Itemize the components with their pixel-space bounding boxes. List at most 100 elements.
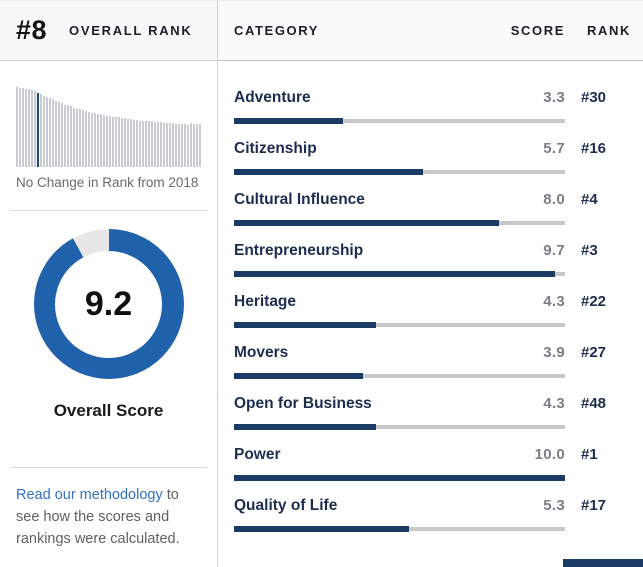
score-bar-track — [234, 118, 565, 124]
sparkline-bar — [187, 124, 189, 167]
score-bar-fill — [234, 169, 423, 175]
table-row: Quality of Life 5.3 #17 — [218, 481, 643, 532]
sparkline-bar — [85, 111, 87, 167]
sparkline-bar — [169, 123, 171, 167]
sparkline-bar — [82, 110, 84, 167]
sparkline-bar — [91, 112, 93, 167]
sparkline-bar — [52, 99, 54, 167]
sparkline-bar — [106, 115, 108, 167]
overall-rank-value: #8 — [16, 15, 48, 45]
category-scores-table: CATEGORY SCORE RANK Adventure 3.3 #30 Ci… — [218, 1, 643, 567]
sparkline-bar — [58, 102, 60, 167]
score-bar-fill — [234, 526, 410, 532]
sparkline-bar — [70, 106, 72, 167]
sparkline-bar — [139, 120, 141, 167]
score-bar-track — [234, 322, 565, 328]
table-row: Power 10.0 #1 — [218, 430, 643, 481]
category-score: 3.9 — [543, 344, 565, 361]
sparkline-bar — [175, 123, 177, 167]
sparkline-bar — [115, 117, 117, 167]
overall-rank-label: OVERALL RANK — [69, 23, 193, 38]
category-score: 5.3 — [543, 497, 565, 514]
sparkline-bar — [196, 123, 198, 167]
donut-hole: 9.2 — [55, 250, 162, 358]
sparkline-bar — [64, 104, 66, 167]
score-bar-fill — [234, 118, 344, 124]
sparkline-bar — [157, 122, 159, 167]
overall-score-label: Overall Score — [53, 401, 164, 420]
sparkline-bar — [22, 87, 24, 167]
score-bar-fill — [234, 424, 377, 430]
row-main: Adventure 3.3 — [234, 89, 565, 124]
rank-distribution-section: No Change in Rank from 2018 — [0, 61, 217, 190]
sparkline-bar — [118, 117, 120, 167]
score-bar-track — [234, 271, 565, 277]
sparkline-bar — [46, 96, 48, 167]
category-score: 9.7 — [543, 242, 565, 259]
category-name: Adventure — [234, 89, 311, 106]
category-score: 4.3 — [543, 395, 565, 412]
row-main: Open for Business 4.3 — [234, 395, 565, 430]
sparkline-bar — [103, 115, 105, 167]
table-row: Movers 3.9 #27 — [218, 328, 643, 379]
score-bar-fill — [234, 475, 565, 481]
sparkline-bar — [34, 91, 36, 167]
sparkline-bar — [55, 100, 57, 167]
overall-rank-header: #8 OVERALL RANK — [0, 1, 217, 61]
category-name: Citizenship — [234, 140, 317, 157]
category-rank: #16 — [581, 140, 607, 157]
score-bar-fill — [234, 373, 364, 379]
sparkline-bar — [79, 109, 81, 167]
category-rank: #30 — [581, 89, 607, 106]
sparkline-bar — [112, 116, 114, 167]
score-bar-track — [234, 526, 565, 532]
row-main: Citizenship 5.7 — [234, 140, 565, 175]
row-main: Entrepreneurship 9.7 — [234, 242, 565, 277]
sparkline-bar — [73, 107, 75, 167]
row-main: Movers 3.9 — [234, 344, 565, 379]
category-name: Power — [234, 446, 281, 463]
sparkline-bar — [199, 123, 201, 167]
score-bar-track — [234, 220, 565, 226]
sparkline-bar — [40, 94, 42, 167]
column-header-rank: RANK — [587, 23, 631, 38]
sparkline-bar — [76, 108, 78, 167]
row-main: Cultural Influence 8.0 — [234, 191, 565, 226]
sparkline-bar — [136, 119, 138, 167]
sparkline-bar — [97, 114, 99, 167]
methodology-text: to see how the scores and rankings were … — [16, 487, 180, 547]
category-rank: #4 — [581, 191, 598, 208]
table-row: Citizenship 5.7 #16 — [218, 124, 643, 175]
category-rank: #22 — [581, 293, 607, 310]
sparkline-bar — [31, 90, 33, 167]
sparkline-bar — [43, 95, 45, 167]
sparkline-bar — [28, 89, 30, 167]
sparkline-bar — [193, 123, 195, 167]
table-header-row: CATEGORY SCORE RANK — [218, 1, 643, 61]
category-name: Heritage — [234, 293, 297, 310]
score-bar-fill — [234, 220, 499, 226]
category-name: Movers — [234, 344, 289, 361]
category-score: 8.0 — [543, 191, 565, 208]
sparkline-bar — [121, 118, 123, 167]
sparkline-bar — [109, 115, 111, 167]
column-header-category: CATEGORY — [234, 23, 320, 38]
rank-distribution-chart — [16, 87, 201, 167]
methodology-note: Read our methodology to see how the scor… — [0, 468, 217, 550]
sparkline-bar — [151, 121, 153, 167]
sparkline-bar — [190, 123, 192, 167]
sparkline-bar — [154, 122, 156, 167]
category-rank: #1 — [581, 446, 598, 463]
row-main: Quality of Life 5.3 — [234, 497, 565, 532]
row-main: Power 10.0 — [234, 446, 565, 481]
column-header-score: SCORE — [510, 23, 565, 38]
sparkline-bar — [100, 114, 102, 167]
sparkline-bar — [61, 103, 63, 167]
methodology-link[interactable]: Read our methodology — [16, 487, 163, 503]
overall-rank-sidebar: #8 OVERALL RANK No Change in Rank from 2… — [0, 1, 217, 567]
sparkline-bar — [127, 119, 129, 167]
score-bar-fill — [234, 322, 377, 328]
score-bar-track — [234, 373, 565, 379]
category-rank: #17 — [581, 497, 607, 514]
